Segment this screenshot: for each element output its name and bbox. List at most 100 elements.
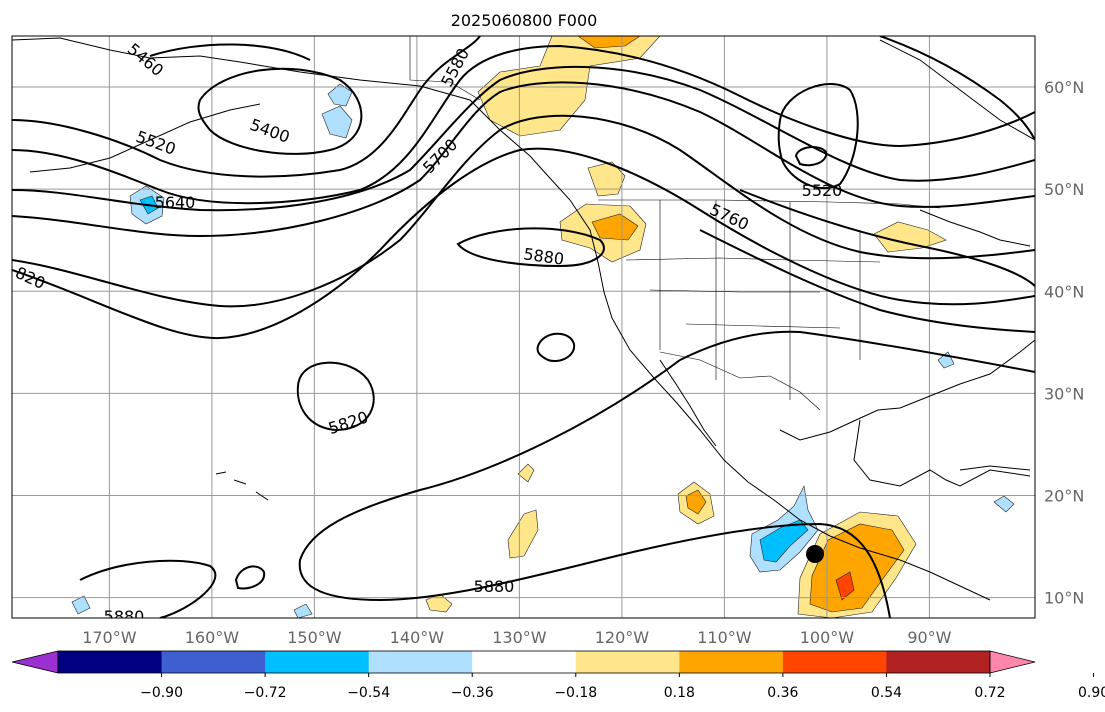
contour-5760-east bbox=[739, 189, 1035, 287]
contour-label: 5580 bbox=[437, 45, 473, 90]
colorbar-segment bbox=[782, 651, 887, 673]
lon-tick-label: 110°W bbox=[697, 628, 752, 647]
shade-orange-mexico bbox=[685, 489, 707, 515]
lat-tick-label: 20°N bbox=[1044, 486, 1084, 505]
contour-5400-closed bbox=[197, 67, 363, 155]
lon-tick-label: 170°W bbox=[82, 628, 137, 647]
contour-label: 5520 bbox=[134, 127, 179, 159]
coast-aleutians bbox=[29, 103, 261, 173]
shade-orange-canada bbox=[577, 36, 641, 49]
height-contours bbox=[12, 36, 1035, 618]
shade-lightblue-s bbox=[293, 603, 313, 618]
shade-lightblue-sw bbox=[71, 595, 91, 615]
colorbar-tick-label: −0.18 bbox=[554, 685, 597, 701]
lat-tick-label: 30°N bbox=[1044, 384, 1084, 403]
colorbar-segment bbox=[58, 651, 163, 673]
contour-5760 bbox=[12, 114, 1035, 308]
map-panel: 5460540055205580570056405520576058808205… bbox=[12, 36, 1035, 626]
shade-yellow-pacific-a bbox=[507, 509, 539, 559]
contour-5700 bbox=[12, 81, 1035, 238]
lon-tick-label: 100°W bbox=[800, 628, 855, 647]
map-frame bbox=[11, 35, 1036, 619]
contour-5520-closed-east bbox=[777, 83, 859, 190]
contour-small-south bbox=[234, 565, 266, 590]
colorbar-tick-label: 0.72 bbox=[974, 685, 1005, 701]
border-states-a bbox=[625, 200, 881, 400]
chart-title: 2025060800 F000 bbox=[451, 11, 598, 30]
contour-5880-south bbox=[79, 559, 217, 618]
colorbar-segment bbox=[265, 651, 370, 673]
contour-label: 5400 bbox=[248, 115, 293, 147]
colorbar bbox=[11, 650, 1036, 674]
contour-closed-small bbox=[536, 332, 576, 362]
colorbar-outline bbox=[57, 650, 991, 674]
colorbar-tick-label: 0.36 bbox=[767, 685, 798, 701]
colorbar-extend-min bbox=[11, 650, 59, 674]
latitude-tick-labels: 10°N 20°N 30°N 40°N 50°N 60°N bbox=[1044, 78, 1084, 608]
colorbar-segment bbox=[679, 651, 784, 673]
colorbar-segment bbox=[368, 651, 473, 673]
shade-orange-epac bbox=[809, 523, 905, 613]
coast-gulf bbox=[779, 339, 1035, 441]
coastlines bbox=[12, 37, 1035, 601]
colorbar-segment bbox=[472, 651, 577, 673]
contour-label: 5640 bbox=[155, 193, 196, 212]
contour-5580 bbox=[12, 44, 1035, 205]
colorbar-extend-max bbox=[989, 650, 1036, 674]
lon-tick-label: 120°W bbox=[595, 628, 650, 647]
shade-lightblue-bering bbox=[327, 83, 353, 107]
colorbar-tick-label: −0.36 bbox=[451, 685, 494, 701]
state-borders bbox=[409, 36, 941, 411]
coast-greatlakes bbox=[919, 209, 1031, 247]
border-us-mexico bbox=[659, 351, 821, 411]
colorbar-segment bbox=[161, 651, 266, 673]
contour-5640 bbox=[12, 65, 1035, 212]
lon-tick-label: 90°W bbox=[907, 628, 951, 647]
lat-tick-label: 50°N bbox=[1044, 180, 1084, 199]
colorbar-segment bbox=[886, 651, 991, 673]
contour-label: 5880 bbox=[104, 607, 145, 626]
coast-baja bbox=[659, 359, 717, 447]
contour-5520-east bbox=[879, 36, 1035, 141]
contour-5460 bbox=[149, 43, 311, 61]
contour-label: 5460 bbox=[124, 39, 167, 80]
border-alaska-canada bbox=[409, 36, 481, 101]
colorbar-tick-labels: −0.90 −0.72 −0.54 −0.36 −0.18 0.18 0.36 0.54 0.7… bbox=[140, 673, 1105, 701]
colorbar-tick-label: 0.18 bbox=[664, 685, 695, 701]
shade-yellow-glakes bbox=[873, 221, 947, 253]
contour-5820-closed bbox=[296, 361, 375, 432]
contour-label: 5880 bbox=[474, 577, 515, 596]
coast-yucatan bbox=[853, 419, 1031, 487]
shade-lightblue-alaska bbox=[321, 105, 353, 139]
colorbar-tick-label: 0.90 bbox=[1078, 685, 1105, 701]
border-us-canada bbox=[598, 199, 941, 209]
lon-tick-label: 150°W bbox=[287, 628, 342, 647]
coast-pacific-na bbox=[547, 175, 991, 601]
shade-red-epac bbox=[835, 571, 855, 601]
lat-tick-label: 10°N bbox=[1044, 589, 1084, 608]
contour-5820-outer bbox=[12, 147, 1035, 340]
contour-5880-outer bbox=[298, 330, 1035, 618]
colorbar-segment bbox=[575, 651, 680, 673]
coast-hawaii bbox=[215, 471, 269, 501]
lon-tick-label: 140°W bbox=[390, 628, 445, 647]
contour-5820-east bbox=[699, 229, 1035, 333]
shade-orange-pnw bbox=[591, 213, 639, 241]
longitude-tick-labels: 170°W 160°W 150°W 140°W 130°W 120°W 110°W 100°W… bbox=[82, 628, 951, 647]
coast-hudson bbox=[879, 39, 1035, 141]
colorbar-tick-label: 0.54 bbox=[871, 685, 902, 701]
contour-label: 820 bbox=[12, 263, 48, 293]
shade-yellow-pacific-b bbox=[517, 463, 535, 483]
contour-5520-west bbox=[12, 36, 481, 178]
colorbar-tick-label: −0.90 bbox=[140, 685, 183, 701]
contour-label: 5520 bbox=[802, 181, 843, 200]
contour-label: 5700 bbox=[419, 135, 461, 177]
colorbar-tick-label: −0.72 bbox=[244, 685, 287, 701]
lat-tick-label: 60°N bbox=[1044, 78, 1084, 97]
location-marker bbox=[806, 545, 824, 563]
lon-tick-label: 160°W bbox=[185, 628, 240, 647]
colorbar-tick-label: −0.54 bbox=[347, 685, 390, 701]
lon-tick-label: 130°W bbox=[492, 628, 547, 647]
shading-layer bbox=[71, 36, 1015, 618]
